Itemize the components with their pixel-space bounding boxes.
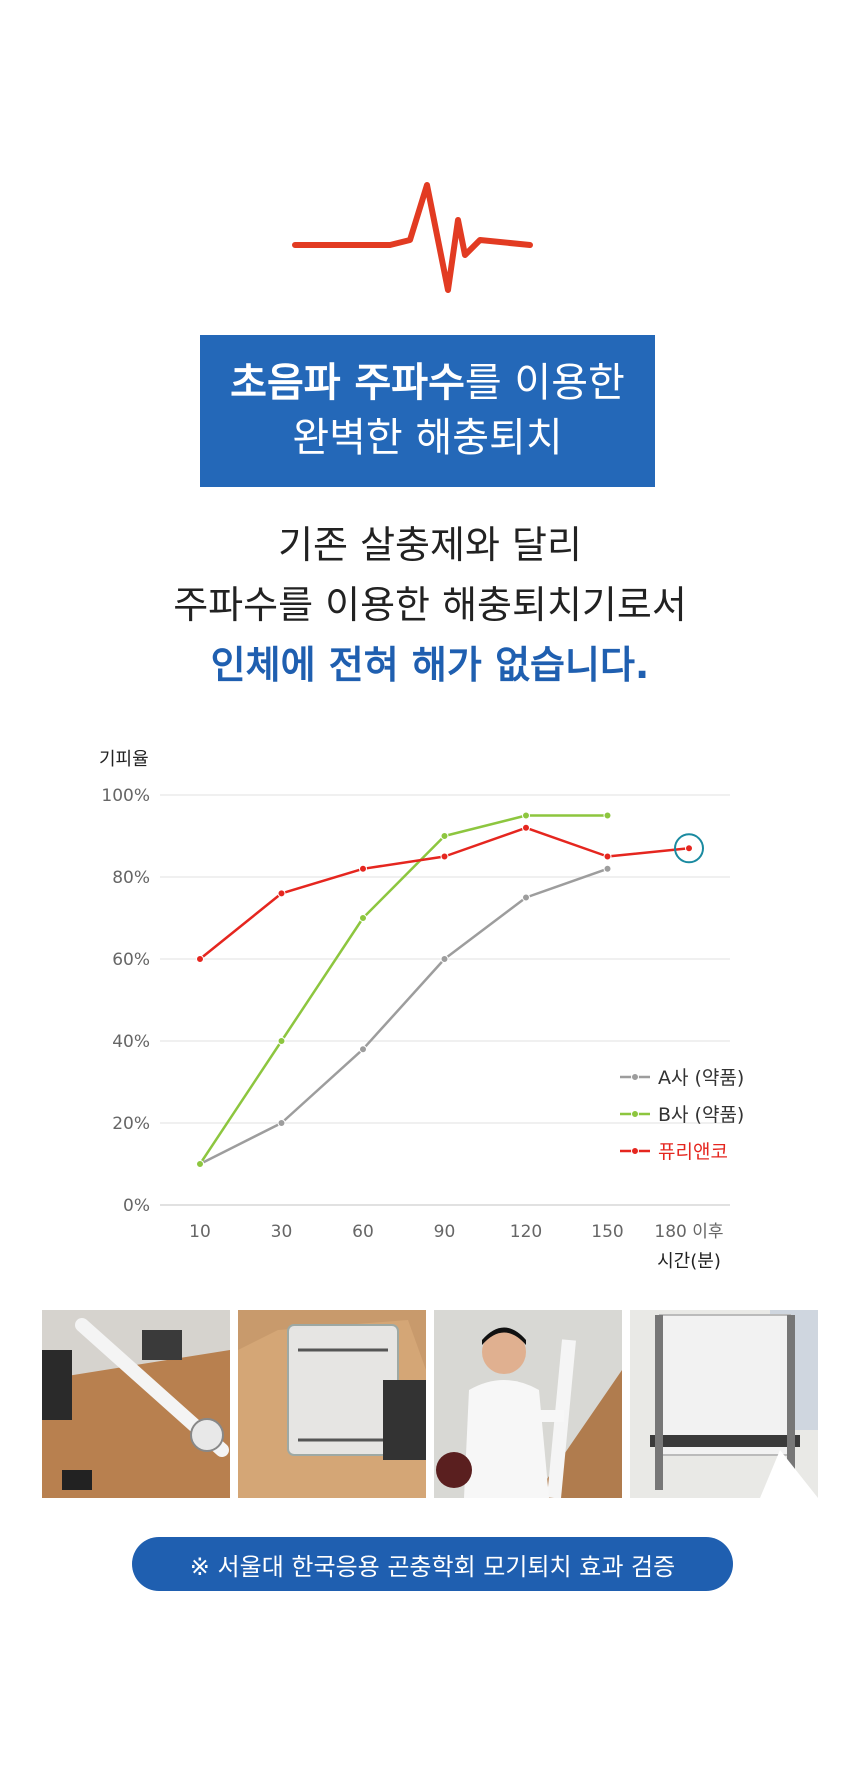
y-tick-label: 80% — [112, 868, 150, 888]
x-tick-label: 150 — [591, 1222, 623, 1242]
title-line-2: 완벽한 해충퇴치 — [292, 415, 563, 461]
data-point — [685, 844, 693, 853]
data-point — [440, 832, 449, 840]
verification-text: ※ 서울대 한국응용 곤충학회 모기퇴치 효과 검증 — [189, 1552, 676, 1581]
x-tick-label: 30 — [271, 1222, 293, 1242]
photo-device-on-desk — [42, 1310, 230, 1498]
legend-label: A사 (약품) — [658, 1067, 744, 1089]
data-point — [196, 955, 204, 963]
photo-researcher — [434, 1310, 622, 1498]
y-tick-label: 40% — [112, 1032, 150, 1052]
data-point — [277, 1037, 286, 1045]
y-tick-label: 60% — [112, 950, 150, 970]
photo-lab-box — [630, 1310, 818, 1498]
data-point — [277, 1119, 286, 1127]
legend-marker — [631, 1147, 639, 1155]
photo-strip — [42, 1310, 818, 1498]
x-tick-label: 10 — [189, 1222, 211, 1242]
data-point — [603, 811, 612, 820]
x-tick-label: 60 — [352, 1222, 374, 1242]
x-tick-label: 120 — [510, 1222, 542, 1242]
data-point — [196, 1160, 204, 1168]
y-tick-label: 0% — [123, 1196, 150, 1216]
legend-label: 퓨리앤코 — [658, 1141, 728, 1163]
data-point — [359, 1045, 367, 1054]
y-tick-label: 20% — [112, 1114, 150, 1134]
series-line — [198, 814, 608, 1165]
x-tick-label: 90 — [434, 1222, 456, 1242]
legend-marker — [631, 1073, 639, 1081]
intro-line-2: 주파수를 이용한 해충퇴치기로서 — [173, 583, 687, 627]
photo-net-box — [238, 1310, 426, 1498]
data-point — [522, 811, 530, 820]
data-point — [603, 864, 612, 873]
data-point — [522, 823, 530, 832]
legend-label: B사 (약품) — [658, 1104, 744, 1126]
pulse-icon — [292, 182, 533, 293]
title-bold: 초음파 주파수 — [230, 360, 465, 406]
title-banner: 초음파 주파수를 이용한 완벽한 해충퇴치 — [200, 335, 655, 487]
data-point — [359, 914, 367, 922]
data-point — [603, 852, 612, 861]
title-rest: 를 이용한 — [464, 360, 625, 406]
data-point — [440, 955, 449, 963]
series-line — [199, 867, 608, 1166]
data-point — [522, 893, 530, 902]
title-line-1: 초음파 주파수를 이용한 — [230, 356, 625, 411]
highlight-ring — [674, 833, 704, 864]
series-line — [199, 826, 690, 960]
intro-line-3: 인체에 전혀 해가 없습니다. — [210, 643, 650, 687]
repellency-line-chart: 기피율 0% 20% 40% 60% 80% 100% 10 30 60 90 120 150 180 이… — [99, 749, 744, 1272]
legend-marker — [631, 1110, 639, 1118]
x-axis-label: 시간(분) — [657, 1251, 721, 1272]
x-tick-label: 180 이후 — [654, 1222, 723, 1242]
intro-line-1: 기존 살충제와 달리 — [278, 523, 582, 567]
data-point — [440, 852, 449, 861]
data-point — [277, 889, 286, 898]
verification-badge: ※ 서울대 한국응용 곤충학회 모기퇴치 효과 검증 — [132, 1537, 733, 1591]
data-point — [359, 864, 367, 873]
y-tick-label: 100% — [101, 786, 150, 806]
y-axis-label: 기피율 — [99, 749, 149, 770]
intro-text: 기존 살충제와 달리 주파수를 이용한 해충퇴치기로서 인체에 전혀 해가 없습… — [0, 515, 860, 695]
